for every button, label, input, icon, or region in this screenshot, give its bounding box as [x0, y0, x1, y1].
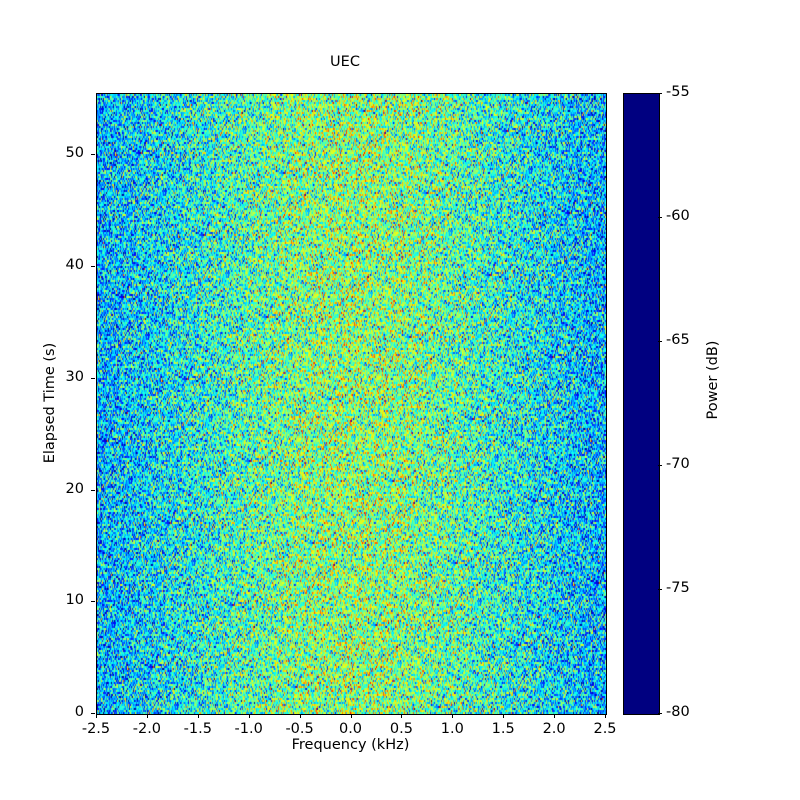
colorbar-tick [658, 713, 662, 714]
y-tick-label: 20 [65, 480, 84, 497]
x-tick [197, 714, 199, 718]
spectrogram-heatmap [97, 94, 606, 714]
y-tick [91, 154, 95, 156]
x-tick-label: 0.5 [389, 721, 413, 737]
x-tick-label: 2.5 [593, 721, 617, 737]
spectrogram-plot-area [96, 93, 607, 715]
colorbar-tick-label: -65 [666, 332, 690, 348]
y-tick-label: 10 [65, 592, 84, 609]
colorbar-label: Power (dB) [705, 340, 721, 420]
x-tick [401, 714, 403, 718]
x-tick [605, 714, 606, 718]
x-tick-label: -0.5 [285, 721, 314, 737]
x-tick [96, 714, 97, 718]
x-tick [452, 714, 454, 718]
colorbar-tick [658, 93, 662, 94]
x-tick [503, 714, 505, 718]
colorbar-tick [658, 217, 662, 218]
y-axis-label: Elapsed Time (s) [42, 342, 58, 464]
x-tick [146, 714, 148, 718]
colorbar-gradient [624, 94, 659, 714]
y-tick-label: 50 [65, 145, 84, 162]
y-tick-label: 0 [74, 704, 84, 720]
y-tick [91, 266, 95, 268]
x-tick [299, 714, 301, 718]
colorbar-tick-label: -55 [666, 84, 690, 100]
colorbar-tick-label: -60 [666, 208, 690, 224]
y-tick-label: 40 [65, 257, 84, 274]
x-tick [248, 714, 250, 718]
y-tick [91, 377, 95, 379]
colorbar-tick-label: -70 [666, 456, 690, 472]
x-tick-label: -1.5 [183, 721, 212, 737]
x-tick-label: 1.0 [440, 721, 464, 737]
colorbar-tick-label: -75 [666, 580, 690, 596]
x-tick [350, 714, 352, 718]
x-tick-label: 1.5 [491, 721, 515, 737]
colorbar-tick [658, 341, 662, 342]
x-axis-label: Frequency (kHz) [291, 737, 410, 753]
x-tick-label: -2.5 [81, 721, 111, 737]
colorbar-tick-label: -80 [666, 704, 690, 720]
colorbar-tick [658, 589, 662, 590]
y-tick [91, 601, 95, 603]
x-tick-label: 2.0 [542, 721, 566, 737]
title-line-station: UEC [330, 54, 360, 70]
y-tick [91, 713, 95, 714]
colorbar-tick [658, 465, 662, 466]
x-tick [554, 714, 556, 718]
x-tick-label: 0.0 [338, 721, 363, 737]
y-tick-label: 30 [65, 368, 84, 385]
y-tick [91, 489, 95, 491]
x-tick-label: -1.0 [234, 721, 263, 737]
colorbar [623, 93, 660, 715]
x-tick-label: -2.0 [132, 721, 162, 737]
